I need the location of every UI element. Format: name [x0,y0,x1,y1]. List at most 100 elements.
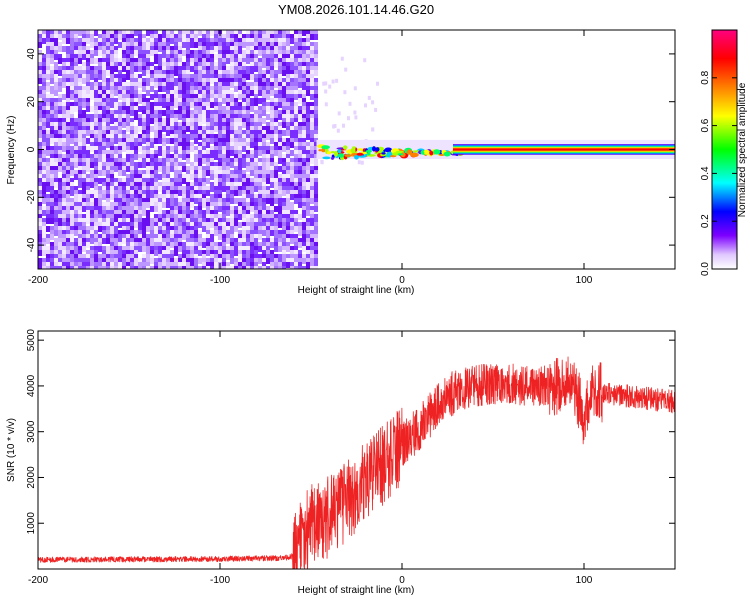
spectrogram-noise-cell [186,66,190,72]
spectrogram-noise-cell [214,34,218,40]
spectrogram-noise-cell [158,230,162,236]
spectrogram-noise-cell [282,54,286,60]
spectrogram-noise-cell [258,198,262,204]
spectrogram-noise-cell [206,258,210,264]
spectrogram-noise-cell [194,126,198,132]
spectrogram-noise-cell [102,34,106,40]
spectrogram-noise-cell [94,262,98,268]
spectrogram-noise-cell [198,142,202,148]
spectrogram-noise-cell [274,62,278,68]
spectrogram-noise-cell [66,202,70,208]
spectrogram-noise-cell [42,218,46,224]
spectrogram-noise-cell [306,206,310,212]
spectrogram-noise-cell [254,162,258,168]
spectrogram-noise-cell [262,186,266,192]
spectrogram-noise-cell [178,158,182,164]
spectrogram-noise-cell [82,162,86,168]
spectrogram-noise-cell [218,34,222,40]
spectrogram-noise-cell [138,258,142,264]
spectrogram-noise-cell [174,170,178,176]
spectrogram-noise-cell [110,102,114,108]
spectrogram-noise-cell [238,262,242,268]
spectrogram-noise-cell [198,202,202,208]
spectrogram-noise-cell [198,186,202,192]
spectrogram-noise-cell [214,206,218,212]
spectrogram-noise-cell [190,42,194,48]
spectrogram-noise-cell [262,266,266,269]
spectrogram-noise-cell [262,106,266,112]
spectrogram-noise-cell [290,102,294,108]
spectrogram-noise-cell [66,178,70,184]
spectrogram-noise-cell [202,266,206,269]
spectrogram-noise-cell [166,190,170,196]
spectrogram-noise-cell [254,42,258,48]
spectrogram-noise-cell [294,234,298,240]
spectrogram-noise-cell [98,142,102,148]
spectrogram-noise-cell [146,54,150,60]
spectrogram-noise-cell [182,62,186,68]
spectrogram-noise-cell [230,178,234,184]
spectrogram-noise-cell [166,214,170,220]
spectrogram-noise-cell [226,30,230,36]
spectrogram-noise-cell [50,66,54,72]
spectrogram-noise-cell [286,34,290,40]
spectrogram-noise-cell [74,42,78,48]
spectrogram-noise-cell [210,118,214,124]
spectrogram-noise-cell [46,174,50,180]
spectrogram-noise-cell [218,110,222,116]
spectrogram-noise-cell [166,202,170,208]
spectrogram-noise-cell [114,250,118,256]
spectrogram-noise-cell [130,158,134,164]
spectrogram-noise-cell [134,154,138,160]
spectrogram-noise-cell [46,186,50,192]
spectrogram-noise-cell [194,50,198,56]
spectrogram-noise-cell [306,234,310,240]
spectrogram-noise-cell [186,198,190,204]
spectrogram-noise-cell [246,174,250,180]
spectrogram-noise-cell [270,230,274,236]
spectrogram-noise-cell [306,174,310,180]
spectrogram-noise-cell [114,238,118,244]
spectrogram-noise-cell [138,98,142,104]
spectrogram-noise-cell [126,70,130,76]
spectrogram-noise-cell [286,42,290,48]
spectrogram-noise-cell [270,158,274,164]
spectrogram-noise-cell [174,62,178,68]
colorbar-gradient [711,29,738,270]
spectrogram-noise-cell [310,114,314,120]
spectrogram-noise-cell [306,262,310,268]
spectrogram-noise-cell [138,42,142,48]
spectrogram-noise-cell [146,198,150,204]
spectrogram-noise-cell [178,150,182,156]
spectrogram-noise-cell [302,210,306,216]
spectrogram-noise-cell [134,90,138,96]
spectrogram-noise-cell [270,122,274,128]
spectrogram-noise-cell [250,158,254,164]
spectrogram-noise-cell [270,54,274,60]
spectrogram-noise-cell [102,42,106,48]
spectrogram-noise-cell [246,158,250,164]
spectrogram-noise-cell [54,170,58,176]
spectrogram-noise-cell [78,162,82,168]
spectrogram-noise-cell [182,262,186,268]
spectrogram-noise-cell [210,42,214,48]
spectrogram-noise-cell [198,50,202,56]
spectrogram-noise-cell [122,202,126,208]
spectrogram-noise-cell [38,110,42,116]
spectrogram-noise-cell [146,202,150,208]
spectrogram-noise-cell [194,258,198,264]
spectrogram-noise-cell [90,126,94,132]
spectrogram-noise-cell [58,102,62,108]
spectrogram-noise-cell [278,142,282,148]
spectrogram-noise-cell [110,130,114,136]
spectrogram-noise-cell [226,70,230,76]
spectrogram-noise-cell [122,30,126,36]
spectrogram-noise-cell [250,202,254,208]
spectrogram-noise-cell [302,258,306,264]
spectrogram-noise-cell [150,190,154,196]
spectrogram-noise-cell [98,238,102,244]
spectrogram-noise-cell [58,130,62,136]
spectrogram-noise-cell [262,70,266,76]
spectrogram-noise-cell [82,86,86,92]
spectrogram-noise-cell [250,262,254,268]
